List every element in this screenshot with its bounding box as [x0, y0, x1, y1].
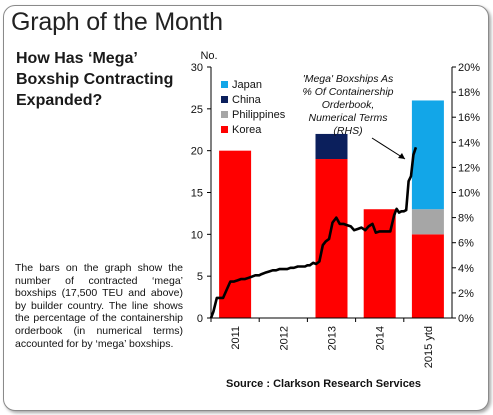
x-tick-label: 2014	[375, 326, 387, 350]
x-tick-label: 2012	[278, 326, 290, 350]
right-tick-label: 20%	[458, 62, 480, 74]
right-tick-label: 2%	[458, 288, 474, 300]
legend-swatch-japan	[221, 81, 228, 88]
x-tick-label: 2011	[230, 326, 242, 350]
page-title: Graph of the Month	[11, 8, 223, 36]
annotation-arrow	[371, 137, 406, 160]
annotation-arrowhead	[398, 153, 405, 159]
left-tick-label: 25	[191, 104, 203, 116]
bar-china-2013	[315, 133, 348, 160]
bar-korea-2013	[315, 159, 348, 318]
right-tick-label: 18%	[458, 87, 480, 99]
left-tick-label: 5	[197, 271, 203, 283]
bar-korea-2015-ytd	[411, 234, 444, 318]
right-tick-label: 8%	[458, 213, 474, 225]
right-tick-label: 4%	[458, 263, 474, 275]
right-tick-label: 0%	[458, 313, 474, 325]
legend-label-korea: Korea	[232, 124, 262, 136]
legend-swatch-china	[221, 96, 228, 103]
legend-swatch-philippines	[221, 111, 228, 118]
left-axis-label: No.	[200, 50, 217, 62]
source-credit: Source : Clarkson Research Services	[226, 378, 422, 390]
right-tick-label: 16%	[458, 112, 480, 124]
left-tick-label: 15	[191, 188, 203, 200]
legend-label-japan: Japan	[232, 79, 262, 91]
bar-philippines-2015-ytd	[411, 209, 444, 235]
right-tick-label: 10%	[458, 188, 480, 200]
left-tick-label: 0	[197, 313, 203, 325]
x-tick-label: 2013	[327, 326, 339, 350]
line-annotation: 'Mega' Boxships As% Of Containership Orde…	[302, 73, 394, 137]
left-tick-label: 10	[191, 229, 203, 241]
legend-label-philippines: Philippines	[232, 109, 286, 121]
chart-subtitle: How Has ‘Mega’ Boxship Contracting Expan…	[16, 50, 174, 109]
line-mega-share	[209, 146, 418, 319]
x-tick-label: 2015 ytd	[423, 326, 435, 368]
legend-swatch-korea	[221, 126, 228, 133]
left-tick-label: 20	[191, 146, 203, 158]
bar-japan-2015-ytd	[411, 100, 444, 210]
right-tick-label: 6%	[458, 238, 474, 250]
chart-description: The bars on the graph show the number of…	[15, 262, 183, 350]
right-tick-label: 12%	[458, 162, 480, 174]
left-tick-label: 30	[191, 62, 203, 74]
right-tick-label: 14%	[458, 137, 480, 149]
bar-korea-2011	[219, 150, 252, 318]
legend-label-china: China	[232, 94, 262, 106]
